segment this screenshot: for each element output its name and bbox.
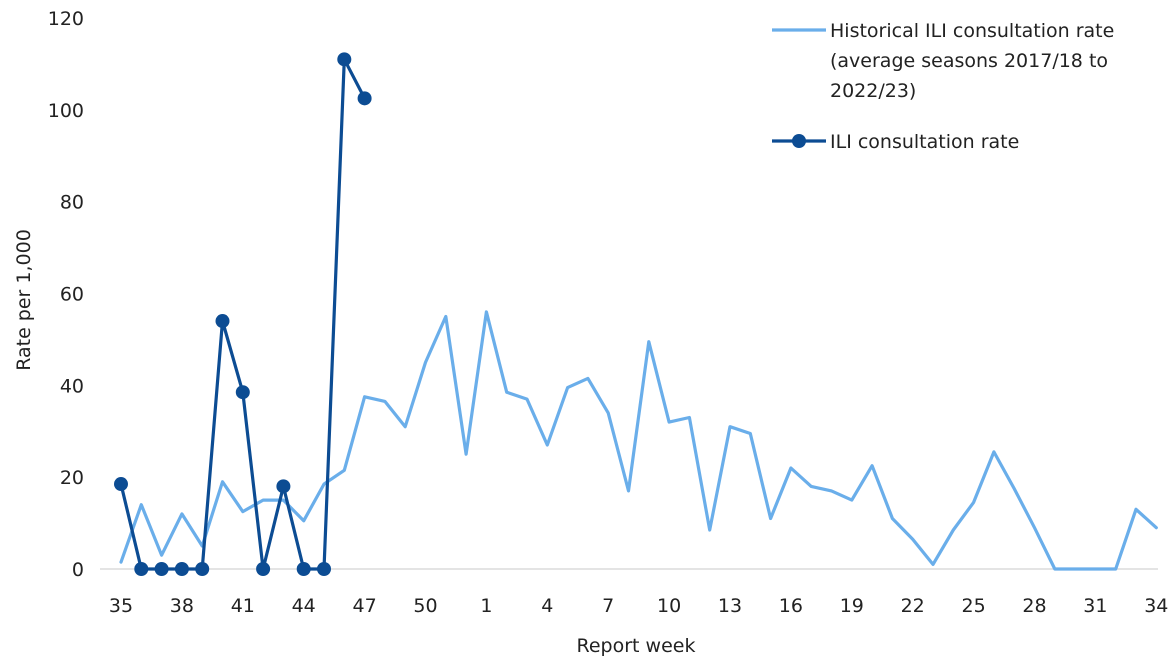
x-tick-label: 28 <box>1022 595 1046 617</box>
legend-item-2: ILI consultation rate <box>772 131 1019 153</box>
data-point <box>195 562 210 576</box>
data-point <box>154 562 169 576</box>
data-point <box>337 52 352 67</box>
x-tick-label: 47 <box>353 595 377 617</box>
x-tick-label: 35 <box>109 595 133 617</box>
x-tick-label: 41 <box>231 595 255 617</box>
y-axis-ticks: 0 20 40 60 80 100 120 <box>48 8 84 581</box>
legend-label: Historical ILI consultation rate <box>830 20 1114 42</box>
legend-item-1: Historical ILI consultation rate (average… <box>772 20 1114 102</box>
data-point <box>174 562 189 576</box>
series-line-2 <box>119 57 367 571</box>
y-tick-label: 0 <box>72 559 84 581</box>
x-tick-label: 10 <box>657 595 681 617</box>
x-tick-label: 44 <box>292 595 316 617</box>
legend: Historical ILI consultation rate (average… <box>772 20 1114 153</box>
x-tick-label: 4 <box>541 595 553 617</box>
x-axis-title: Report week <box>577 635 696 657</box>
x-axis-ticks: 35 38 41 44 47 50 1 4 7 10 13 16 19 22 25 28 31 34 <box>109 595 1168 617</box>
data-point <box>256 562 271 576</box>
data-point <box>357 91 372 106</box>
legend-swatch-marker <box>792 134 806 148</box>
series-line-1 <box>119 310 1158 571</box>
y-axis-title: Rate per 1,000 <box>13 229 35 371</box>
x-tick-label: 38 <box>170 595 194 617</box>
y-tick-label: 40 <box>60 375 84 397</box>
x-tick-label: 13 <box>718 595 742 617</box>
legend-label: 2022/23) <box>830 80 916 102</box>
data-point <box>317 562 331 576</box>
data-point <box>215 314 230 329</box>
y-tick-label: 100 <box>48 100 84 122</box>
x-tick-label: 50 <box>413 595 437 617</box>
series-layer <box>114 52 1158 576</box>
data-point <box>235 385 250 400</box>
x-tick-label: 25 <box>962 595 986 617</box>
x-tick-label: 16 <box>779 595 803 617</box>
x-tick-label: 22 <box>901 595 925 617</box>
x-tick-label: 7 <box>602 595 614 617</box>
y-tick-label: 120 <box>48 8 84 30</box>
legend-label: (average seasons 2017/18 to <box>830 50 1108 72</box>
data-point <box>114 477 128 492</box>
legend-label: ILI consultation rate <box>830 131 1019 153</box>
data-point <box>296 562 311 576</box>
x-tick-label: 1 <box>480 595 492 617</box>
data-point <box>134 562 149 576</box>
y-tick-label: 20 <box>60 467 84 489</box>
data-point <box>276 479 291 494</box>
x-tick-label: 19 <box>840 595 864 617</box>
y-tick-label: 80 <box>60 192 84 214</box>
y-tick-label: 60 <box>60 284 84 306</box>
x-tick-label: 31 <box>1083 595 1107 617</box>
x-tick-label: 34 <box>1144 595 1168 617</box>
